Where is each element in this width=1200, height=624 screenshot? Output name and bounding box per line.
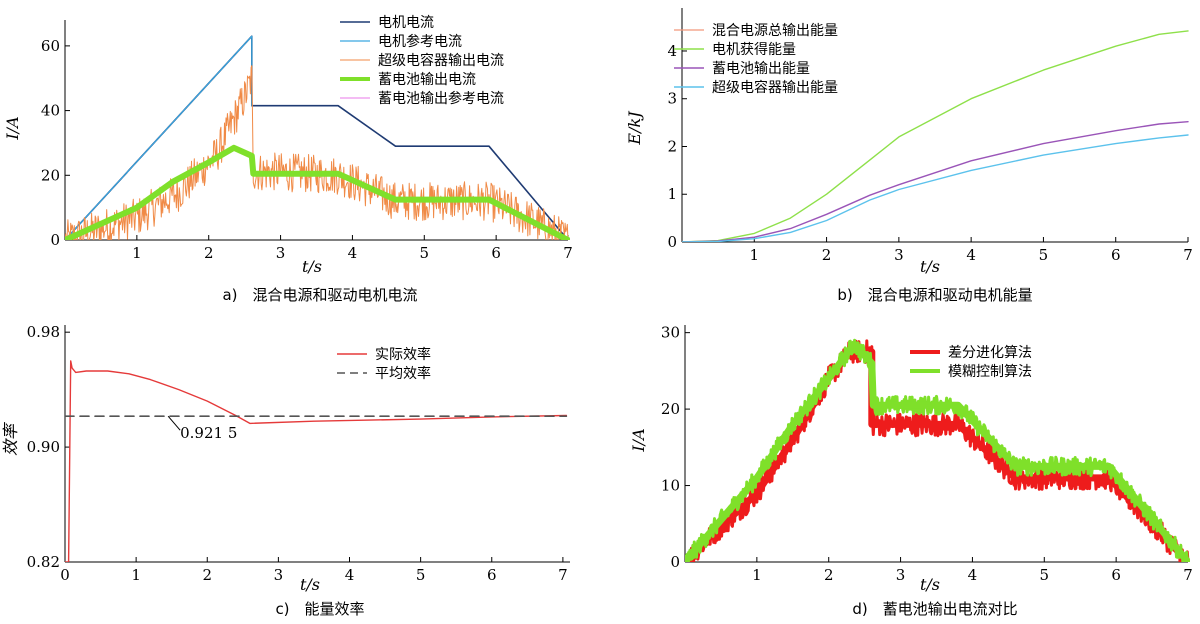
series-line bbox=[65, 144, 570, 240]
y-axis-label: I/A bbox=[629, 428, 648, 452]
y-tick-label: 3 bbox=[667, 90, 677, 108]
series-line bbox=[65, 360, 568, 562]
y-tick-label: 0.90 bbox=[27, 438, 60, 456]
x-tick-label: 7 bbox=[563, 244, 573, 262]
x-tick-label: 3 bbox=[276, 244, 286, 262]
series-line bbox=[685, 339, 1190, 562]
panel-caption: a) 混合电源和驱动电机电流 bbox=[222, 286, 417, 304]
x-tick-label: 4 bbox=[966, 246, 976, 264]
y-tick-label: 10 bbox=[661, 477, 680, 495]
x-tick-label: 4 bbox=[345, 566, 355, 584]
x-tick-label: 5 bbox=[1040, 566, 1050, 584]
annotation-leader bbox=[167, 415, 181, 431]
annotation-label: 0.921 5 bbox=[180, 424, 237, 442]
y-tick-label: 1 bbox=[667, 185, 677, 203]
legend-label: 实际效率 bbox=[375, 346, 431, 363]
y-tick-label: 20 bbox=[41, 166, 60, 184]
legend-label: 超级电容器输出电流 bbox=[378, 52, 504, 69]
series-band bbox=[685, 348, 1190, 562]
series-line bbox=[685, 338, 1190, 562]
x-tick-label: 6 bbox=[1111, 246, 1121, 264]
x-axis-label: t/s bbox=[920, 257, 940, 276]
y-tick-label: 0.82 bbox=[27, 553, 60, 571]
x-tick-label: 7 bbox=[1183, 566, 1193, 584]
y-tick-label: 40 bbox=[41, 102, 60, 120]
x-axis-label: t/s bbox=[920, 575, 940, 594]
legend-label: 蓄电池输出电流 bbox=[378, 72, 476, 88]
legend-label: 平均效率 bbox=[375, 365, 431, 382]
y-tick-label: 30 bbox=[661, 324, 680, 342]
x-tick-label: 1 bbox=[750, 246, 760, 264]
x-tick-label: 5 bbox=[420, 244, 430, 262]
legend-label: 模糊控制算法 bbox=[948, 364, 1032, 380]
y-tick-label: 0 bbox=[670, 553, 680, 571]
x-tick-label: 0 bbox=[60, 566, 70, 584]
legend-label: 电机参考电流 bbox=[378, 33, 462, 50]
x-axis-label: t/s bbox=[300, 575, 320, 594]
legend-label: 差分进化算法 bbox=[948, 345, 1032, 361]
y-axis-label: I/A bbox=[3, 116, 22, 140]
y-tick-label: 4 bbox=[667, 42, 677, 60]
x-tick-label: 3 bbox=[274, 566, 284, 584]
chart-panel-b: 1 2 3 4 5 6 7 0 1 2 3 4 t/s E/kJ 混合电源总输出能量电机获得能量蓄电池输出能… bbox=[625, 8, 1193, 304]
series-line bbox=[65, 65, 569, 240]
x-tick-label: 1 bbox=[752, 566, 762, 584]
x-tick-label: 4 bbox=[348, 244, 358, 262]
x-tick-label: 4 bbox=[968, 566, 978, 584]
series-line bbox=[682, 120, 1189, 242]
y-tick-label: 2 bbox=[667, 137, 677, 155]
legend-label: 超级电容器输出能量 bbox=[712, 79, 838, 96]
x-tick-label: 2 bbox=[822, 246, 832, 264]
y-tick-label: 0 bbox=[667, 233, 677, 251]
panel-caption: c) 能量效率 bbox=[275, 600, 364, 618]
legend-label: 蓄电池输出参考电流 bbox=[378, 90, 504, 107]
series-line bbox=[682, 134, 1189, 242]
x-tick-label: 2 bbox=[824, 566, 834, 584]
x-tick-label: 6 bbox=[1111, 566, 1121, 584]
x-tick-label: 3 bbox=[896, 566, 906, 584]
x-tick-label: 6 bbox=[491, 244, 501, 262]
series-band bbox=[685, 340, 1190, 562]
x-tick-label: 6 bbox=[487, 566, 497, 584]
y-axis-label: E/kJ bbox=[625, 110, 644, 146]
legend-label: 电机获得能量 bbox=[712, 41, 796, 58]
x-tick-label: 2 bbox=[204, 244, 214, 262]
x-tick-label: 7 bbox=[1183, 246, 1193, 264]
y-tick-label: 20 bbox=[661, 400, 680, 418]
y-tick-label: 0 bbox=[50, 231, 60, 249]
x-tick-label: 3 bbox=[894, 246, 904, 264]
series-group bbox=[685, 338, 1190, 562]
y-tick-label: 0.98 bbox=[27, 323, 60, 341]
y-tick-label: 60 bbox=[41, 37, 60, 55]
x-tick-label: 5 bbox=[1039, 246, 1049, 264]
x-tick-label: 7 bbox=[558, 566, 568, 584]
x-axis-label: t/s bbox=[302, 257, 322, 276]
series-group bbox=[65, 360, 568, 562]
x-tick-label: 5 bbox=[416, 566, 426, 584]
series-line bbox=[682, 30, 1189, 242]
chart-panel-a: 1 2 3 4 5 6 7 0 20 40 60 t/s I/A 电机电流电机参考电流超级电容器输出电流蓄… bbox=[3, 15, 573, 304]
x-tick-label: 1 bbox=[131, 566, 141, 584]
legend-label: 混合电源总输出能量 bbox=[712, 23, 838, 39]
legend-label: 蓄电池输出能量 bbox=[712, 61, 810, 77]
legend-label: 电机电流 bbox=[378, 15, 434, 31]
series-group bbox=[682, 30, 1189, 242]
x-tick-label: 1 bbox=[132, 244, 142, 262]
panel-caption: d) 蓄电池输出电流对比 bbox=[852, 600, 1017, 618]
panel-caption: b) 混合电源和驱动电机能量 bbox=[837, 286, 1032, 304]
y-axis-label: 效率 bbox=[1, 421, 20, 456]
x-tick-label: 2 bbox=[202, 566, 212, 584]
series-group bbox=[65, 35, 570, 240]
